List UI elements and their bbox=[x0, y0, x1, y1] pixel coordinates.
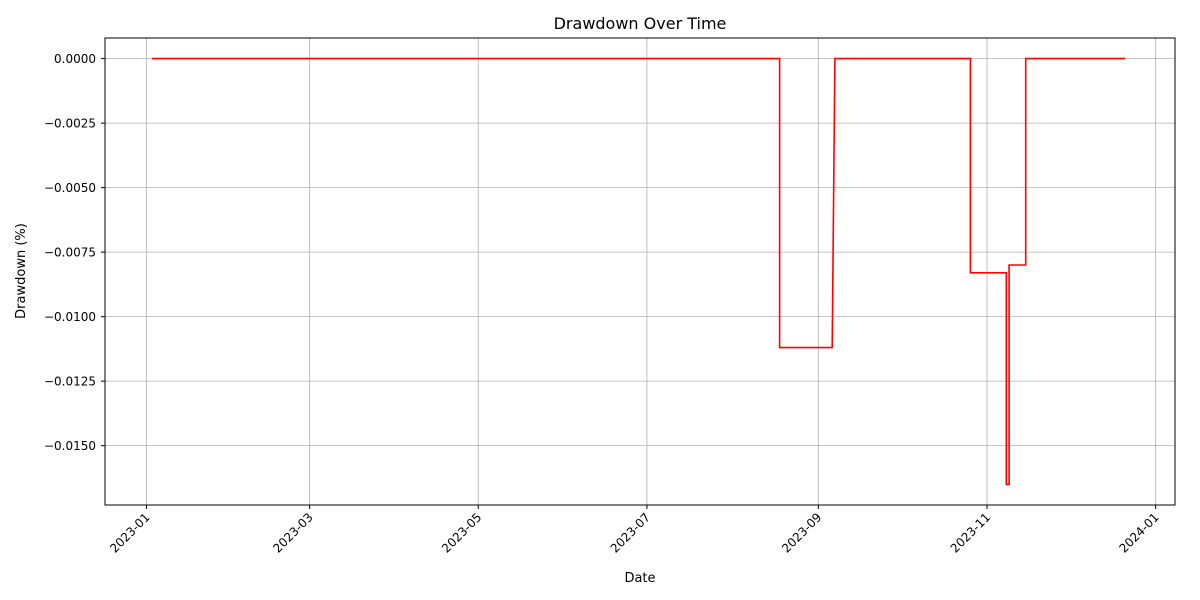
axes-frame bbox=[104, 37, 1176, 506]
chart-title: Drawdown Over Time bbox=[554, 14, 727, 33]
y-tick-label: −0.0150 bbox=[44, 439, 96, 453]
grid-lines bbox=[105, 38, 1175, 505]
y-tick-label: −0.0075 bbox=[44, 246, 96, 260]
y-tick-label: −0.0050 bbox=[44, 181, 96, 195]
y-tick-label: −0.0025 bbox=[44, 117, 96, 131]
x-tick-label: 2023-07 bbox=[608, 510, 653, 555]
y-tick-label: −0.0125 bbox=[44, 375, 96, 389]
y-axis-label: Drawdown (%) bbox=[14, 223, 29, 319]
x-tick-label: 2023-03 bbox=[270, 510, 315, 555]
x-tick-label: 2023-09 bbox=[779, 510, 824, 555]
x-axis-label: Date bbox=[624, 571, 655, 586]
drawdown-series-line bbox=[152, 57, 1126, 486]
y-tick-label: 0.0000 bbox=[54, 52, 96, 66]
x-tick-label: 2024-01 bbox=[1116, 510, 1161, 555]
y-tick-label: −0.0100 bbox=[44, 310, 96, 324]
x-tick-label: 2023-01 bbox=[107, 510, 152, 555]
x-tick-label: 2023-11 bbox=[948, 510, 993, 555]
y-axis-ticks: 0.0000 −0.0025 −0.0050 −0.0075 −0.0100 −0.012… bbox=[44, 52, 105, 453]
x-axis-ticks: 2023-01 2023-03 2023-05 2023-07 2023-09 2023-… bbox=[107, 505, 1162, 556]
x-tick-label: 2023-05 bbox=[439, 510, 484, 555]
